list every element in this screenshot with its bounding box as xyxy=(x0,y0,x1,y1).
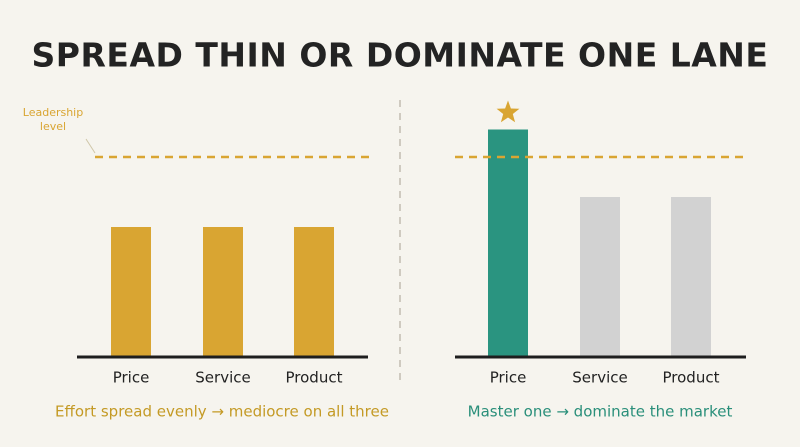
x-tick-label: Service xyxy=(572,369,627,387)
bar xyxy=(671,197,711,357)
x-tick-label: Price xyxy=(113,369,150,387)
chart-title: SPREAD THIN OR DOMINATE ONE LANE xyxy=(32,36,769,75)
x-tick-label: Product xyxy=(286,369,343,387)
bar xyxy=(294,227,334,357)
x-tick-label: Product xyxy=(663,369,720,387)
reference-pointer xyxy=(85,138,96,154)
caption: Effort spread evenly → mediocre on all t… xyxy=(55,403,389,421)
x-tick-label: Service xyxy=(195,369,250,387)
x-tick-label: Price xyxy=(490,369,527,387)
bar xyxy=(580,197,620,357)
bar xyxy=(488,129,528,357)
caption: Master one → dominate the market xyxy=(468,403,733,421)
star xyxy=(496,100,520,123)
bar xyxy=(203,227,243,357)
reference-label: Leadership level xyxy=(22,106,84,133)
bar xyxy=(111,227,151,357)
